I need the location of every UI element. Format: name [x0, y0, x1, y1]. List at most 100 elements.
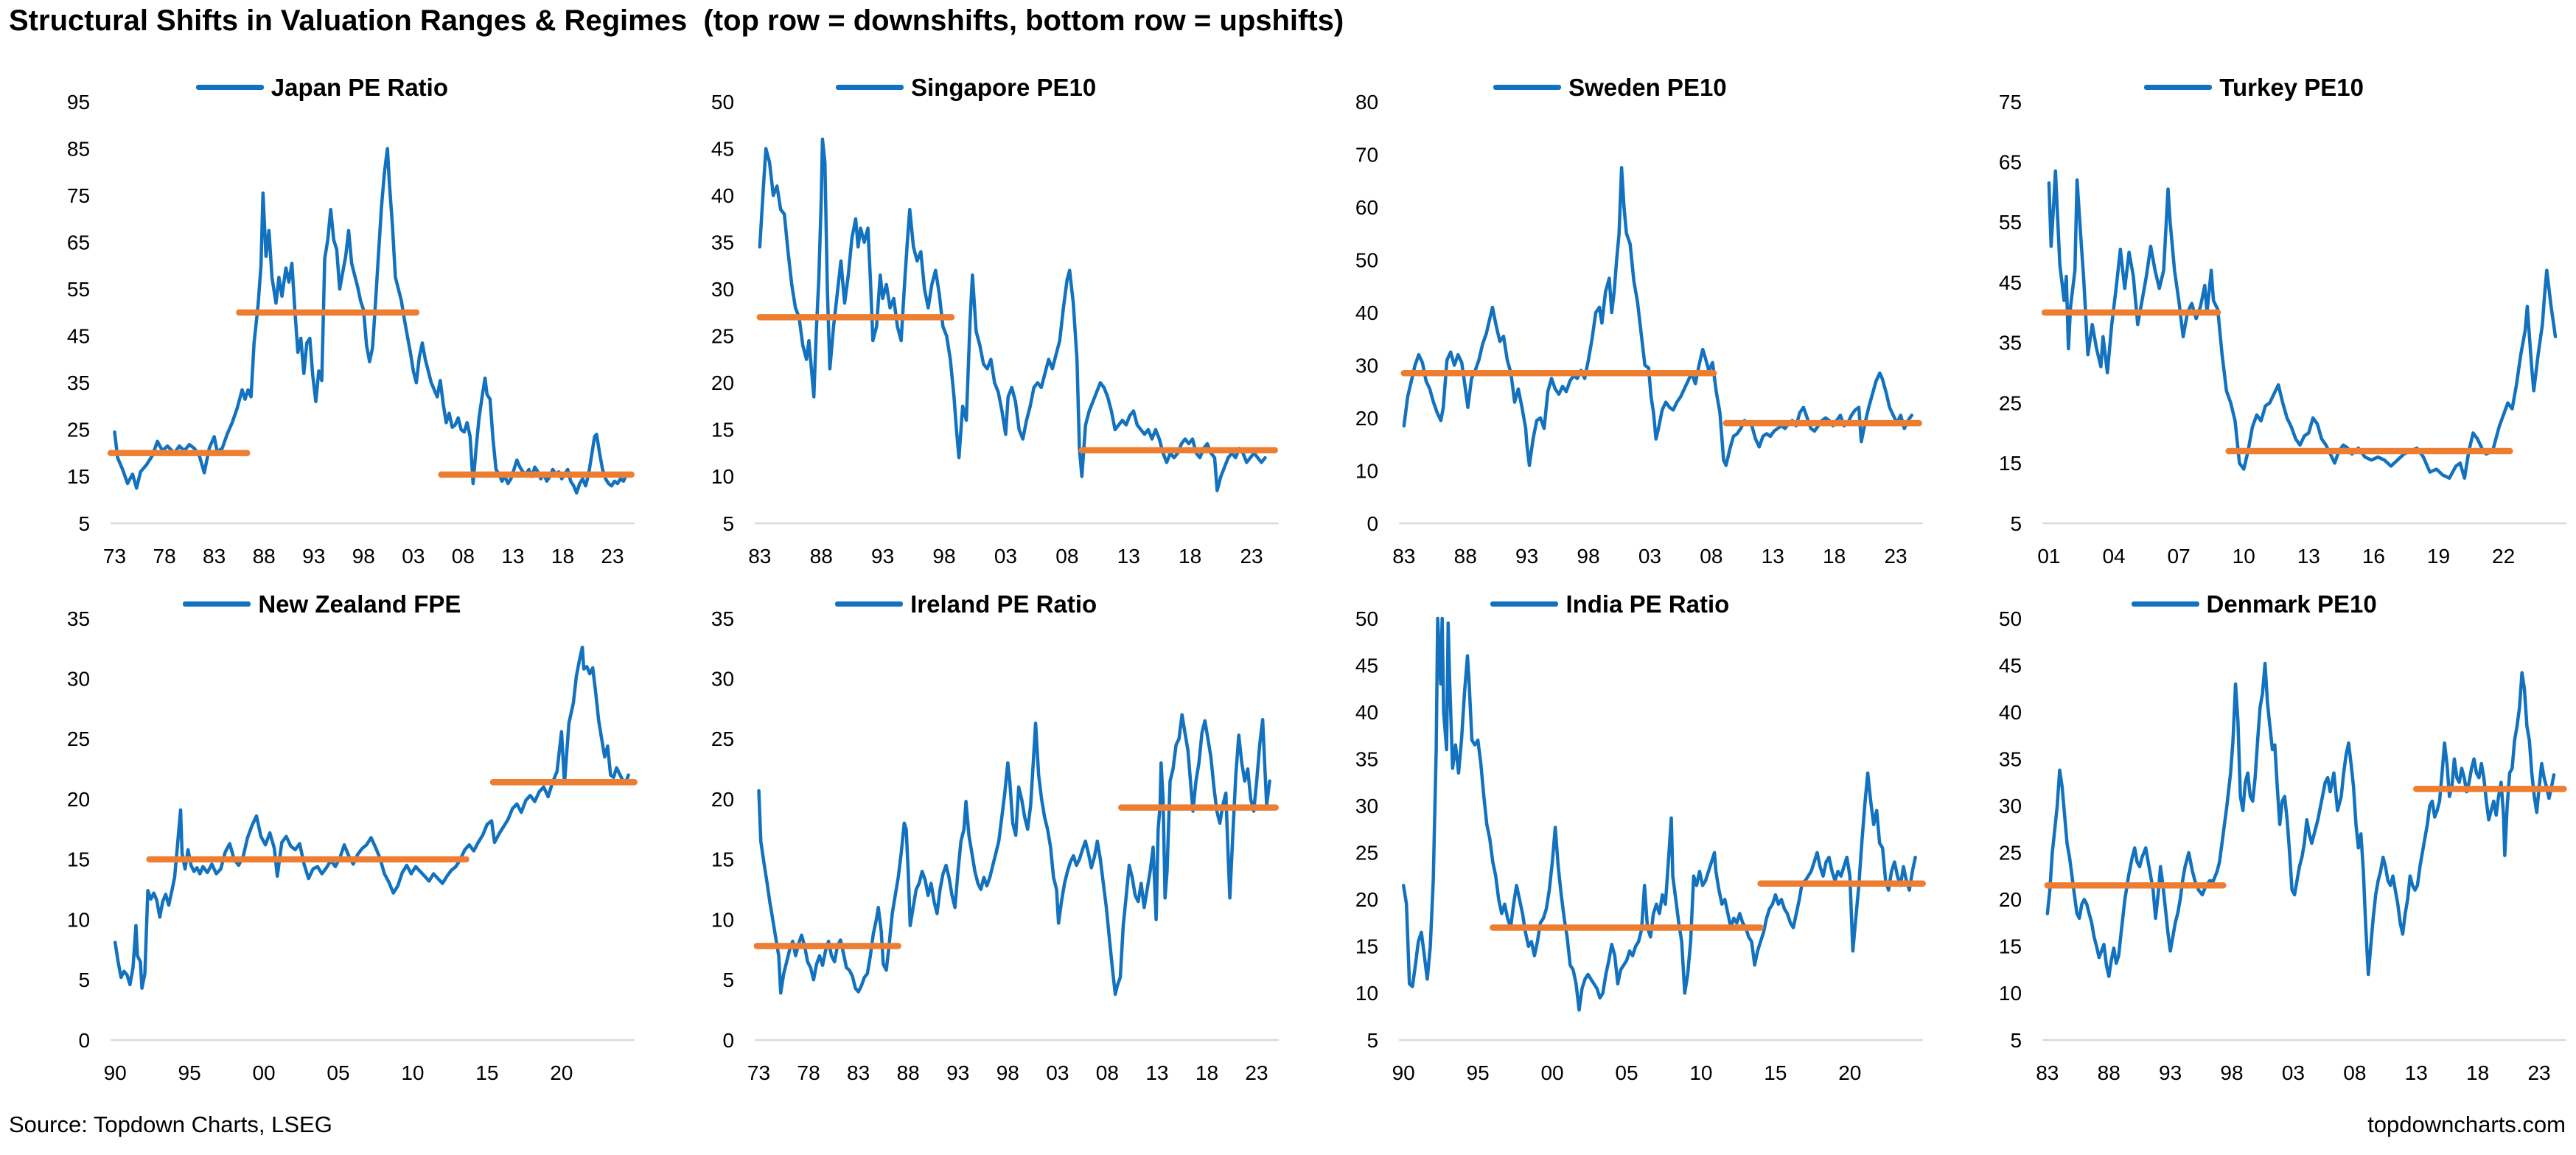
x-tick-label: 95 [1466, 1061, 1489, 1084]
y-tick-label: 95 [67, 91, 90, 114]
y-tick-label: 30 [1999, 795, 2022, 817]
series-line [1402, 166, 1913, 467]
y-tick-label: 5 [1366, 1029, 1378, 1052]
chart-denmark-pe10: 5 10 15 20 25 30 35 40 45 50 83 88 93 98 03 08 13 18 23 De… [1932, 582, 2576, 1098]
chart-plot-area: 0 10 20 30 40 50 60 70 80 83 88 93 98 03 08 13 18 23 [1355, 91, 1923, 568]
x-tick-label: 73 [103, 545, 126, 568]
y-tick-label: 25 [1355, 842, 1378, 865]
x-tick-label: 88 [1453, 545, 1476, 568]
x-tick-label: 08 [1055, 545, 1078, 568]
chart-india-pe-ratio: 5 10 15 20 25 30 35 40 45 50 90 95 00 05 10 15 20 India … [1288, 582, 1933, 1098]
x-tick-label: 95 [178, 1061, 201, 1084]
y-tick-label: 40 [1355, 301, 1378, 324]
x-tick-label: 03 [1046, 1061, 1069, 1084]
y-tick-label: 25 [1999, 842, 2022, 865]
y-tick-label: 5 [2011, 512, 2022, 535]
x-tick-label: 78 [153, 545, 175, 568]
y-tick-label: 15 [1355, 935, 1378, 958]
x-tick-label: 98 [1577, 545, 1599, 568]
y-tick-label: 40 [1999, 701, 2022, 724]
chart-plot-area: 5 15 25 35 45 55 65 75 01 04 07 10 13 16 19 22 [1999, 91, 2566, 568]
x-tick-label: 00 [252, 1061, 275, 1084]
y-tick-label: 0 [79, 1029, 91, 1052]
x-tick-label: 13 [1761, 545, 1784, 568]
x-tick-label: 10 [2233, 545, 2255, 568]
series-line [113, 147, 629, 495]
x-tick-label: 18 [1195, 1061, 1218, 1084]
x-tick-label: 93 [302, 545, 325, 568]
x-tick-label: 13 [501, 545, 524, 568]
x-tick-label: 88 [809, 545, 832, 568]
x-tick-label: 10 [1689, 1061, 1712, 1084]
x-tick-label: 93 [871, 545, 894, 568]
y-tick-label: 5 [722, 512, 734, 535]
x-tick-label: 88 [2098, 1061, 2121, 1084]
x-tick-label: 93 [946, 1061, 969, 1084]
x-tick-label: 90 [104, 1061, 127, 1084]
y-tick-label: 15 [711, 848, 734, 871]
y-tick-label: 5 [2011, 1029, 2022, 1052]
y-tick-label: 70 [1355, 143, 1378, 166]
y-tick-label: 50 [1355, 607, 1378, 630]
y-tick-label: 80 [1355, 91, 1378, 114]
y-tick-label: 50 [1999, 607, 2022, 630]
y-tick-label: 15 [67, 848, 90, 871]
x-tick-label: 83 [2036, 1061, 2059, 1084]
x-tick-label: 08 [452, 545, 475, 568]
y-tick-label: 20 [1355, 407, 1378, 430]
y-tick-label: 65 [1999, 151, 2022, 174]
y-tick-label: 15 [1999, 935, 2022, 958]
x-tick-label: 05 [327, 1061, 349, 1084]
x-tick-label: 83 [748, 545, 771, 568]
x-tick-label: 19 [2427, 545, 2450, 568]
chart-plot-area: 0 5 10 15 20 25 30 35 73 78 83 88 93 98 03 08 13 18 23 [711, 607, 1279, 1084]
chart-ireland-pe-ratio: 0 5 10 15 20 25 30 35 73 78 83 88 93 98 03 08 13 18 23 Ire… [644, 582, 1288, 1098]
y-tick-label: 45 [711, 137, 734, 160]
chart-plot-area: 5 15 25 35 45 55 65 75 85 95 73 78 83 88 93 98 03 08 13 18 2… [67, 91, 635, 568]
y-tick-label: 40 [1355, 701, 1378, 724]
source-note: Source: Topdown Charts, LSEG [9, 1112, 332, 1137]
x-tick-label: 98 [932, 545, 955, 568]
y-tick-label: 5 [79, 969, 91, 991]
x-tick-label: 23 [2528, 1061, 2551, 1084]
y-tick-label: 60 [1355, 196, 1378, 219]
y-tick-label: 45 [1999, 271, 2022, 294]
x-tick-label: 05 [1615, 1061, 1638, 1084]
y-tick-label: 30 [1355, 795, 1378, 817]
y-tick-label: 25 [711, 727, 734, 750]
y-tick-label: 35 [67, 371, 90, 394]
y-tick-label: 65 [67, 231, 90, 254]
x-tick-label: 15 [1764, 1061, 1787, 1084]
x-tick-label: 83 [847, 1061, 870, 1084]
x-tick-label: 10 [401, 1061, 424, 1084]
y-tick-label: 55 [67, 278, 90, 301]
y-tick-label: 85 [67, 137, 90, 160]
series-line [757, 713, 1271, 997]
x-tick-label: 98 [2221, 1061, 2244, 1084]
y-tick-label: 45 [67, 325, 90, 348]
y-tick-label: 10 [67, 908, 90, 931]
x-tick-label: 83 [203, 545, 226, 568]
series-line [2045, 661, 2556, 978]
y-tick-label: 15 [1999, 452, 2022, 475]
x-tick-label: 98 [352, 545, 375, 568]
chart-plot-area: 5 10 15 20 25 30 35 40 45 50 83 88 93 98 03 08 13 18 23 [711, 91, 1279, 568]
x-tick-label: 18 [2466, 1061, 2489, 1084]
x-tick-label: 22 [2492, 545, 2515, 568]
y-tick-label: 25 [67, 727, 90, 750]
x-tick-label: 73 [747, 1061, 770, 1084]
x-tick-label: 83 [1392, 545, 1415, 568]
y-tick-label: 50 [711, 91, 734, 114]
x-tick-label: 13 [1117, 545, 1139, 568]
chart-plot-area: 5 10 15 20 25 30 35 40 45 50 90 95 00 05 10 15 20 [1355, 607, 1926, 1084]
y-tick-label: 20 [67, 788, 90, 811]
x-tick-label: 18 [1823, 545, 1846, 568]
y-tick-label: 40 [711, 184, 734, 207]
x-tick-label: 23 [1884, 545, 1907, 568]
x-tick-label: 18 [551, 545, 574, 568]
chart-japan-pe-ratio: 5 15 25 35 45 55 65 75 85 95 73 78 83 88 93 98 03 08 13 18 2… [0, 65, 644, 582]
x-tick-label: 18 [1179, 545, 1201, 568]
x-tick-label: 15 [475, 1061, 498, 1084]
x-tick-label: 07 [2168, 545, 2191, 568]
chart-sweden-pe10: 0 10 20 30 40 50 60 70 80 83 88 93 98 03 08 13 18 23 Swed… [1288, 65, 1933, 582]
